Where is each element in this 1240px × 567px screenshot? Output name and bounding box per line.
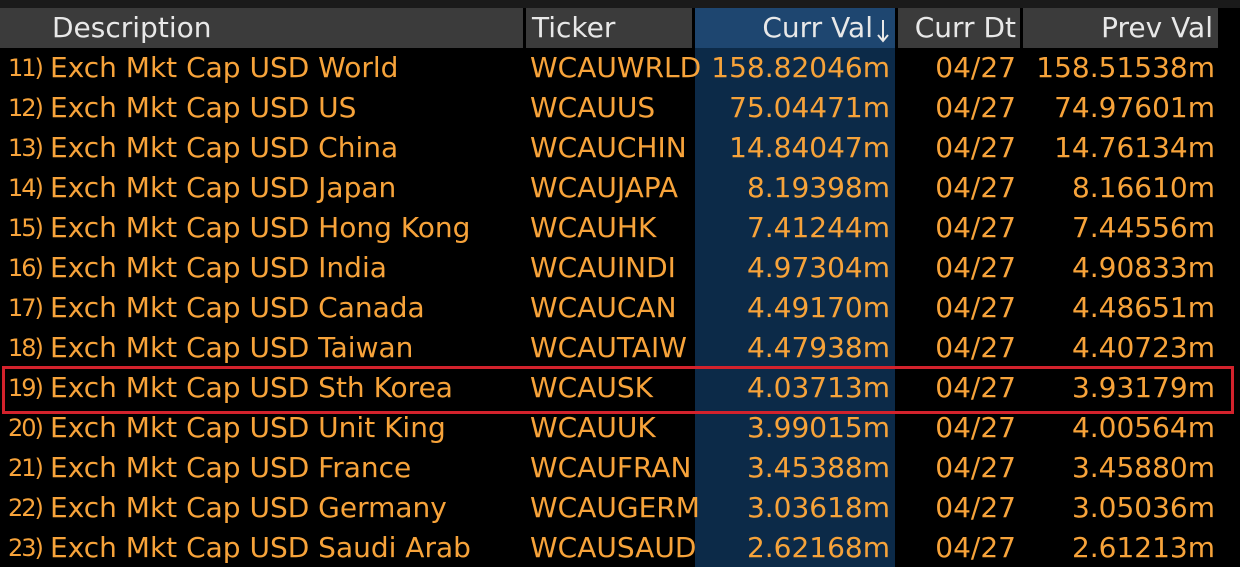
header-prev-val: Prev Val [1101, 11, 1213, 44]
ticker: WCAUTAIW [530, 331, 687, 364]
curr-dt: 04/27 [935, 171, 1016, 204]
curr-val: 8.19398m [746, 171, 890, 204]
description: Exch Mkt Cap USD World [50, 51, 399, 84]
curr-val: 158.82046m [711, 51, 890, 84]
curr-dt: 04/27 [935, 251, 1016, 284]
curr-val: 4.03713m [746, 371, 890, 404]
prev-val: 3.93179m [1071, 371, 1215, 404]
curr-dt: 04/27 [935, 411, 1016, 444]
ticker: WCAUUK [530, 411, 656, 444]
row-number: 12) [8, 94, 44, 122]
curr-val: 4.97304m [746, 251, 890, 284]
highlight-box [2, 366, 1234, 414]
curr-val: 4.49170m [746, 291, 890, 324]
row-number: 16) [8, 254, 44, 282]
prev-val: 3.05036m [1071, 491, 1215, 524]
row-number: 20) [8, 414, 44, 442]
ticker: WCAUHK [530, 211, 657, 244]
curr-dt: 04/27 [935, 451, 1016, 484]
header-bg [898, 8, 1020, 48]
curr-dt: 04/27 [935, 331, 1016, 364]
curr-val: 3.03618m [746, 491, 890, 524]
curr-dt: 04/27 [935, 131, 1016, 164]
ticker: WCAUWRLD [530, 51, 702, 84]
curr-dt: 04/27 [935, 51, 1016, 84]
sort-arrow [877, 20, 889, 43]
row-number: 15) [8, 214, 44, 242]
description: Exch Mkt Cap USD Canada [50, 291, 425, 324]
curr-dt: 04/27 [935, 211, 1016, 244]
ticker: WCAUGERM [530, 491, 700, 524]
prev-val: 4.48651m [1071, 291, 1215, 324]
prev-val: 4.40723m [1071, 331, 1215, 364]
row-number: 17) [8, 294, 44, 322]
description: Exch Mkt Cap USD Saudi Arab [50, 531, 471, 564]
curr-val: 2.62168m [746, 531, 890, 564]
ticker: WCAUJAPA [530, 171, 679, 204]
prev-val: 4.90833m [1071, 251, 1215, 284]
curr-val: 75.04471m [729, 91, 890, 124]
description: Exch Mkt Cap USD US [50, 91, 357, 124]
curr-dt: 04/27 [935, 491, 1016, 524]
description: Exch Mkt Cap USD Germany [50, 491, 447, 524]
prev-val: 3.45880m [1071, 451, 1215, 484]
description: Exch Mkt Cap USD Hong Kong [50, 211, 471, 244]
header-bg [1023, 8, 1218, 48]
curr-dt: 04/27 [935, 531, 1016, 564]
row-number: 22) [8, 494, 44, 522]
row-number: 23) [8, 534, 44, 562]
prev-val: 14.76134m [1054, 131, 1215, 164]
ticker: WCAUCHIN [530, 131, 687, 164]
prev-val: 158.51538m [1036, 51, 1215, 84]
curr-dt: 04/27 [935, 91, 1016, 124]
curr-val: 4.47938m [746, 331, 890, 364]
header-curr-val[interactable]: Curr Val [762, 11, 873, 44]
curr-val: 14.84047m [729, 131, 890, 164]
top-strip [0, 0, 1240, 8]
curr-val: 7.41244m [746, 211, 890, 244]
description: Exch Mkt Cap USD France [50, 451, 412, 484]
prev-val: 4.00564m [1071, 411, 1215, 444]
description: Exch Mkt Cap USD Unit King [50, 411, 446, 444]
header-bg [695, 8, 895, 48]
curr-val-column-bg [695, 48, 895, 567]
row-number: 11) [8, 54, 44, 82]
description: Exch Mkt Cap USD Taiwan [50, 331, 414, 364]
ticker: WCAUFRAN [530, 451, 692, 484]
description: Exch Mkt Cap USD India [50, 251, 387, 284]
curr-val: 3.99015m [746, 411, 890, 444]
curr-dt: 04/27 [935, 291, 1016, 324]
prev-val: 8.16610m [1071, 171, 1215, 204]
row-number: 13) [8, 134, 44, 162]
curr-val: 3.45388m [746, 451, 890, 484]
ticker: WCAUUS [530, 91, 656, 124]
ticker: WCAUSK [530, 371, 654, 404]
ticker: WCAUSAUD [530, 531, 697, 564]
prev-val: 74.97601m [1054, 91, 1215, 124]
header-curr-dt: Curr Dt [914, 11, 1016, 44]
header-description: Description [52, 11, 212, 44]
row-number: 21) [8, 454, 44, 482]
header-bg [0, 8, 523, 48]
row-number: 19) [8, 374, 44, 402]
prev-val: 2.61213m [1071, 531, 1215, 564]
header-bg [526, 8, 692, 48]
description: Exch Mkt Cap USD Japan [50, 171, 397, 204]
row-number: 14) [8, 174, 44, 202]
curr-dt: 04/27 [935, 371, 1016, 404]
ticker: WCAUINDI [530, 251, 676, 284]
row-number: 18) [8, 334, 44, 362]
description: Exch Mkt Cap USD China [50, 131, 399, 164]
description: Exch Mkt Cap USD Sth Korea [50, 371, 453, 404]
header-ticker: Ticker [532, 11, 616, 44]
prev-val: 7.44556m [1071, 211, 1215, 244]
ticker: WCAUCAN [530, 291, 677, 324]
